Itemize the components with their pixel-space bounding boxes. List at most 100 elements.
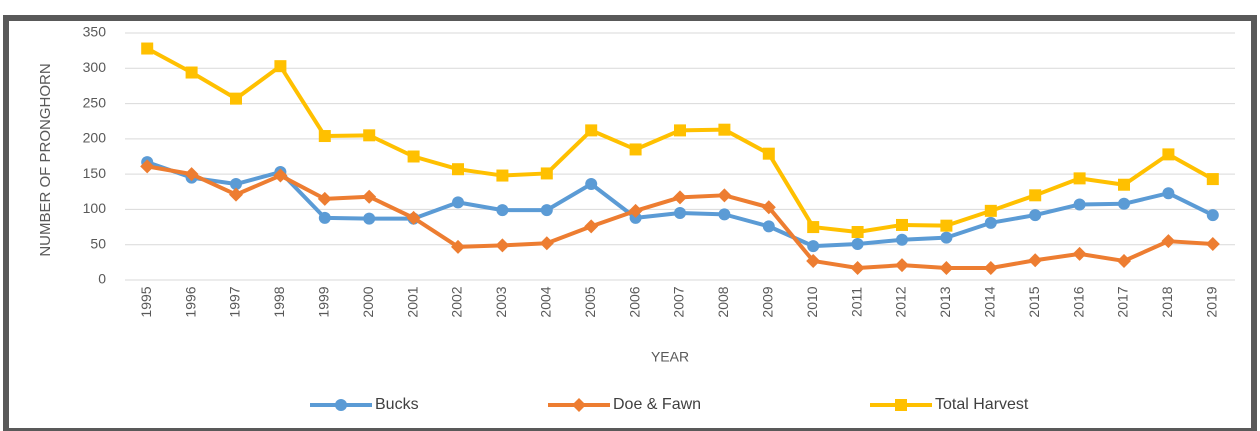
marker [184,167,199,182]
marker [406,210,421,225]
marker [1161,234,1176,249]
marker [1118,197,1130,210]
marker [496,169,509,182]
marker [496,204,509,217]
marker [363,129,376,142]
marker [1162,148,1175,161]
x-tick-label: 2002 [449,286,465,317]
x-tick-label: 2008 [715,286,731,317]
y-tick-label: 350 [83,24,107,40]
x-tick-label: 1996 [182,286,198,317]
marker [1073,198,1086,211]
marker [807,240,820,253]
marker [896,233,908,246]
marker [940,231,953,244]
x-tick-label: 1998 [271,286,287,317]
marker [140,159,155,174]
marker [1028,253,1043,268]
marker [718,123,731,136]
marker [940,219,953,232]
marker [896,218,908,231]
x-tick-label: 2017 [1115,286,1131,317]
marker [1162,187,1175,200]
marker [629,211,642,224]
marker [628,203,643,218]
marker [1072,246,1087,261]
marker [452,196,464,209]
marker [141,42,154,55]
marker [495,238,510,253]
marker [762,220,775,233]
marker [1029,189,1042,202]
marker [1117,253,1131,268]
legend-label: Doe & Fawn [613,396,701,413]
y-tick-label: 150 [83,165,107,181]
marker [673,190,687,205]
marker [629,143,642,156]
x-tick-label: 2013 [937,286,953,317]
marker [1073,172,1086,185]
marker [451,239,465,254]
marker [273,168,288,183]
y-tick-label: 0 [98,271,106,287]
x-axis-label: YEAR [651,349,689,365]
marker [850,261,865,276]
y-tick-label: 200 [83,130,107,146]
marker [1206,209,1219,222]
marker [984,216,997,229]
x-tick-label: 1999 [316,286,332,317]
marker [230,178,242,191]
chart-frame [3,15,1257,431]
y-axis-label: NUMBER OF PRONGHORN [37,63,54,256]
marker [229,187,243,202]
y-tick-label: 100 [83,200,107,216]
marker [1029,209,1042,222]
marker [762,147,775,160]
marker [540,167,553,180]
marker [717,188,732,203]
marker [585,178,598,191]
marker [572,398,586,412]
marker [895,258,909,273]
marker [230,92,242,105]
x-tick-label: 1995 [138,286,154,317]
x-tick-label: 2001 [404,286,420,317]
marker [851,238,864,251]
x-tick-label: 2007 [671,286,687,317]
marker [540,204,553,217]
marker [318,211,331,224]
x-tick-label: 2018 [1159,286,1175,317]
marker [939,261,954,276]
marker [983,261,998,276]
marker [317,191,332,206]
marker [407,150,420,163]
x-tick-label: 2009 [760,286,776,317]
marker [584,219,599,234]
marker [362,189,377,204]
x-tick-label: 2010 [804,286,820,317]
marker [674,206,686,219]
marker [718,208,731,221]
marker [1118,178,1130,191]
y-tick-label: 300 [83,59,107,75]
marker [674,124,686,137]
legend-label: Total Harvest [935,396,1029,413]
y-tick-label: 250 [83,94,107,110]
x-tick-label: 2016 [1070,286,1086,317]
marker [1206,173,1219,186]
x-tick-label: 2005 [582,286,598,317]
marker [807,221,820,234]
x-tick-label: 2006 [626,286,642,317]
x-tick-label: 2011 [848,287,864,317]
marker [851,226,864,239]
x-tick-label: 2004 [538,286,554,317]
x-tick-label: 2003 [493,286,509,317]
marker [539,236,554,251]
legend-label: Bucks [375,396,419,413]
marker [984,204,997,217]
marker [363,212,376,225]
marker [318,130,331,143]
marker [761,200,776,215]
x-tick-label: 2000 [360,286,376,317]
